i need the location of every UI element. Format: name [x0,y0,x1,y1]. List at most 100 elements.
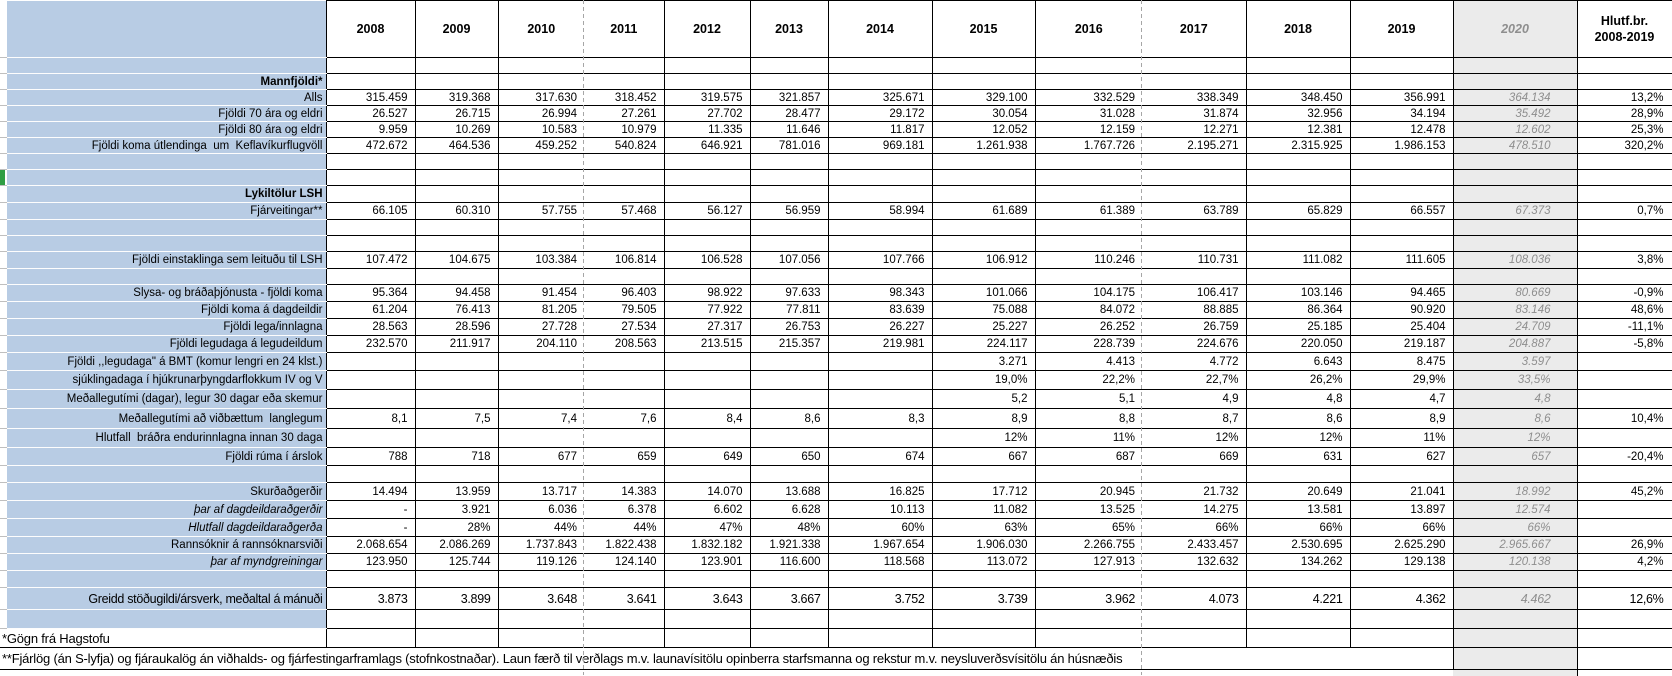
grid-cell[interactable]: 4.073 [1142,587,1247,610]
grid-cell[interactable]: 1.967.654 [828,536,933,554]
grid-cell[interactable] [584,352,665,371]
grid-cell[interactable] [498,235,584,252]
grid-cell[interactable] [932,268,1036,285]
grid-cell[interactable]: 58.994 [828,202,933,220]
grid-cell[interactable] [1350,153,1454,170]
grid-cell-pct[interactable] [1577,352,1672,371]
grid-cell[interactable]: 66% [1142,518,1247,537]
grid-cell[interactable] [498,370,584,390]
col-header-2017[interactable]: 2017 [1142,0,1247,58]
grid-cell-pct[interactable]: -11,1% [1577,318,1672,336]
grid-cell-2020[interactable]: 364.134 [1453,89,1578,106]
grid-cell[interactable] [1350,185,1454,203]
grid-cell[interactable]: 124.140 [584,553,665,571]
grid-cell[interactable]: 106.417 [1142,284,1247,302]
grid-cell[interactable]: 13.717 [498,482,584,501]
grid-cell[interactable] [415,428,499,448]
grid-cell[interactable]: 28.596 [415,318,499,336]
row-label[interactable] [7,153,327,170]
row-label[interactable]: Alls [7,89,327,106]
grid-cell[interactable]: 4.413 [1035,352,1142,371]
grid-cell[interactable]: 14.070 [664,482,751,501]
grid-cell[interactable]: 12% [1246,428,1351,448]
grid-cell[interactable]: 90.920 [1350,301,1454,319]
grid-cell[interactable]: 5,1 [1035,389,1142,409]
grid-cell-2020[interactable]: 12% [1453,428,1578,448]
grid-cell[interactable] [828,570,933,588]
grid-cell[interactable] [1350,169,1454,186]
grid-cell[interactable] [498,428,584,448]
grid-cell-2020[interactable]: 35.492 [1453,105,1578,122]
grid-cell[interactable]: 28% [415,518,499,537]
grid-cell[interactable]: 123.901 [664,553,751,571]
grid-cell[interactable]: 27.317 [664,318,751,336]
grid-cell-pct[interactable] [1577,219,1672,236]
grid-cell[interactable]: 10.979 [584,121,665,138]
grid-cell[interactable] [1246,185,1351,203]
grid-cell[interactable] [828,352,933,371]
grid-cell[interactable]: 319.368 [415,89,499,106]
col-header-2011[interactable]: 2011 [584,0,665,58]
grid-cell[interactable] [664,153,751,170]
grid-cell[interactable]: - [326,518,416,537]
grid-cell[interactable] [664,235,751,252]
grid-cell[interactable]: 127.913 [1035,553,1142,571]
grid-cell[interactable] [750,428,829,448]
grid-cell-2020[interactable] [1453,169,1578,186]
grid-cell[interactable]: 8,7 [1142,408,1247,429]
grid-cell-2020[interactable] [1453,570,1578,588]
grid-cell[interactable]: 1.906.030 [932,536,1036,554]
grid-cell[interactable] [932,185,1036,203]
grid-cell[interactable]: 4.362 [1350,587,1454,610]
grid-cell[interactable] [932,570,1036,588]
grid-cell-pct[interactable] [1577,609,1672,629]
grid-cell[interactable] [828,153,933,170]
row-label[interactable]: þar af myndgreiningar [7,553,327,571]
col-header-2009[interactable]: 2009 [415,0,499,58]
grid-cell[interactable]: 11.082 [932,500,1036,519]
grid-cell[interactable] [1246,235,1351,252]
grid-cell[interactable] [664,219,751,236]
grid-cell-pct[interactable] [1577,570,1672,588]
grid-cell[interactable]: 969.181 [828,137,933,154]
grid-cell[interactable] [584,153,665,170]
grid-cell[interactable] [1246,570,1351,588]
grid-cell-2020[interactable] [1453,73,1578,90]
col-header-2010[interactable]: 2010 [498,0,584,58]
grid-cell-pct[interactable] [1577,389,1672,409]
grid-cell[interactable] [415,609,499,629]
grid-cell[interactable] [1142,57,1247,74]
grid-cell-pct[interactable]: 13,2% [1577,89,1672,106]
grid-cell[interactable]: 7,4 [498,408,584,429]
grid-cell[interactable]: 3.271 [932,352,1036,371]
grid-cell[interactable]: 110.731 [1142,251,1247,269]
grid-cell[interactable]: 13.688 [750,482,829,501]
grid-cell-2020[interactable]: 18.992 [1453,482,1578,501]
grid-cell[interactable] [932,73,1036,90]
grid-cell[interactable]: 319.575 [664,89,751,106]
grid-cell[interactable]: 103.384 [498,251,584,269]
grid-cell[interactable] [584,169,665,186]
grid-cell[interactable] [932,57,1036,74]
grid-cell[interactable]: 125.744 [415,553,499,571]
grid-cell[interactable]: 6.378 [584,500,665,519]
grid-cell[interactable] [932,169,1036,186]
grid-cell[interactable]: 111.605 [1350,251,1454,269]
grid-cell[interactable]: 8,3 [828,408,933,429]
grid-cell[interactable]: 103.146 [1246,284,1351,302]
col-header-2018[interactable]: 2018 [1246,0,1351,58]
grid-cell[interactable]: 104.675 [415,251,499,269]
grid-cell[interactable]: 10.269 [415,121,499,138]
grid-cell-pct[interactable] [1577,57,1672,74]
grid-cell[interactable]: 1.261.938 [932,137,1036,154]
grid-cell[interactable] [664,370,751,390]
grid-cell[interactable] [584,609,665,629]
grid-cell[interactable] [498,609,584,629]
grid-cell[interactable]: 31.028 [1035,105,1142,122]
grid-cell[interactable]: 60% [828,518,933,537]
grid-cell[interactable]: 1.822.438 [584,536,665,554]
grid-cell-2020[interactable] [1453,628,1578,648]
grid-cell[interactable]: 8.475 [1350,352,1454,371]
grid-cell[interactable]: 677 [498,447,584,466]
grid-cell[interactable] [1246,268,1351,285]
